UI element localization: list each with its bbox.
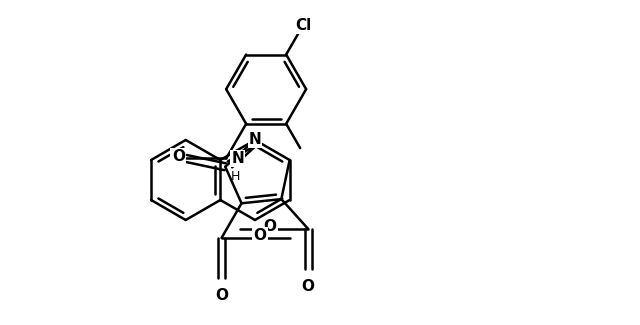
Text: Cl: Cl (295, 18, 311, 32)
Text: O: O (172, 149, 185, 164)
Text: O: O (215, 288, 228, 303)
Text: N: N (231, 151, 244, 166)
Text: O: O (253, 228, 266, 243)
Text: N: N (248, 133, 261, 148)
Text: O: O (301, 279, 315, 294)
Text: H: H (231, 170, 241, 183)
Text: O: O (264, 219, 276, 234)
